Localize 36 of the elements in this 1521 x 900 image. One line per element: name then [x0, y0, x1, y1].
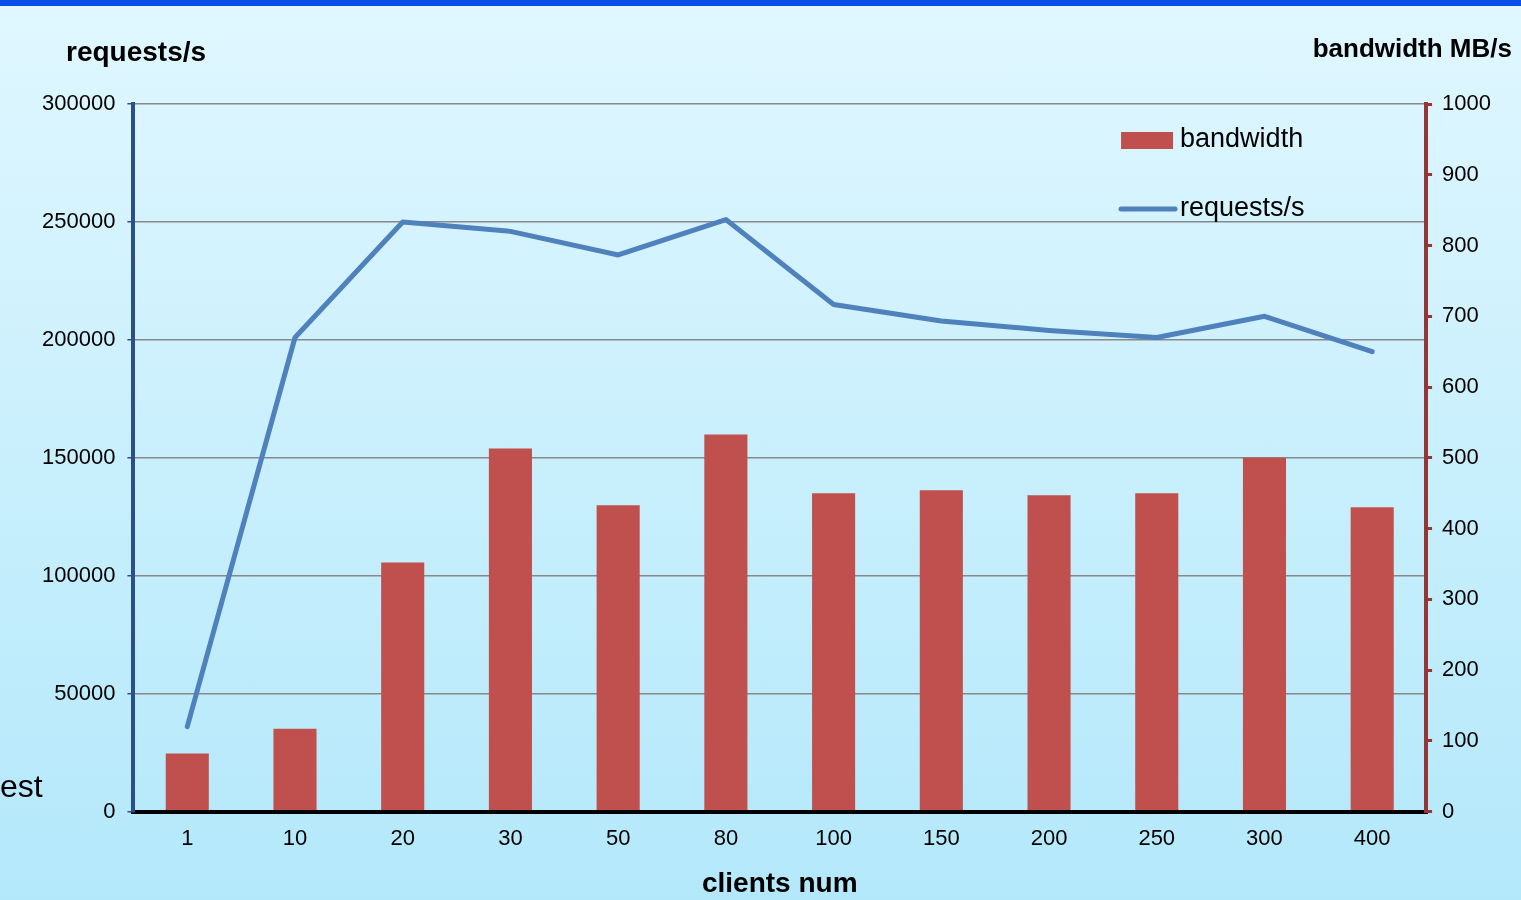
y2-tick-label: 400 [1442, 514, 1479, 540]
x-tick-label: 250 [1138, 824, 1176, 850]
x-tick-label: 1 [181, 824, 194, 850]
legend-label: bandwidth [1180, 123, 1304, 154]
x-tick-label: 150 [922, 824, 960, 850]
y2-tick-label: 200 [1442, 656, 1479, 682]
text: est [0, 767, 43, 804]
y2-tick-label: 700 [1442, 302, 1479, 328]
y2-tick-label: 500 [1442, 443, 1479, 469]
x-tick-label: 30 [498, 824, 523, 850]
y2-tick-label: 100 [1442, 726, 1479, 752]
y2-tick-label: 300 [1442, 585, 1479, 611]
y-tick-label: 250000 [41, 208, 116, 233]
y-tick-label: 300000 [41, 90, 116, 116]
x-tick-label: 10 [282, 824, 308, 850]
x-tick-label: 100 [815, 824, 852, 850]
x-tick-label: 400 [1353, 824, 1391, 850]
x-tick-label: 200 [1030, 824, 1068, 850]
y-tick-label: 100000 [41, 561, 116, 587]
y-tick-label: 200000 [41, 325, 116, 351]
y2-tick-label: 1000 [1442, 90, 1492, 116]
y-tick-label: 150000 [41, 443, 116, 469]
y-axis-title: requests/s [66, 35, 207, 67]
y-tick-label: 50000 [54, 679, 116, 705]
y2-axis-title: bandwidth MB/s [1312, 33, 1512, 64]
x-tick-label: 50 [605, 824, 631, 850]
x-axis-title: clients num [701, 866, 858, 898]
y2-tick-label: 0 [1442, 797, 1455, 823]
x-tick-label: 20 [390, 824, 415, 850]
x-tick-label: 300 [1246, 824, 1283, 850]
legend-label: requests/s [1180, 192, 1305, 223]
y2-tick-label: 800 [1442, 231, 1479, 257]
y-tick-label: 0 [103, 797, 116, 823]
y2-tick-label: 900 [1442, 160, 1479, 186]
x-tick-label: 80 [713, 824, 739, 850]
y2-tick-label: 600 [1442, 373, 1479, 399]
